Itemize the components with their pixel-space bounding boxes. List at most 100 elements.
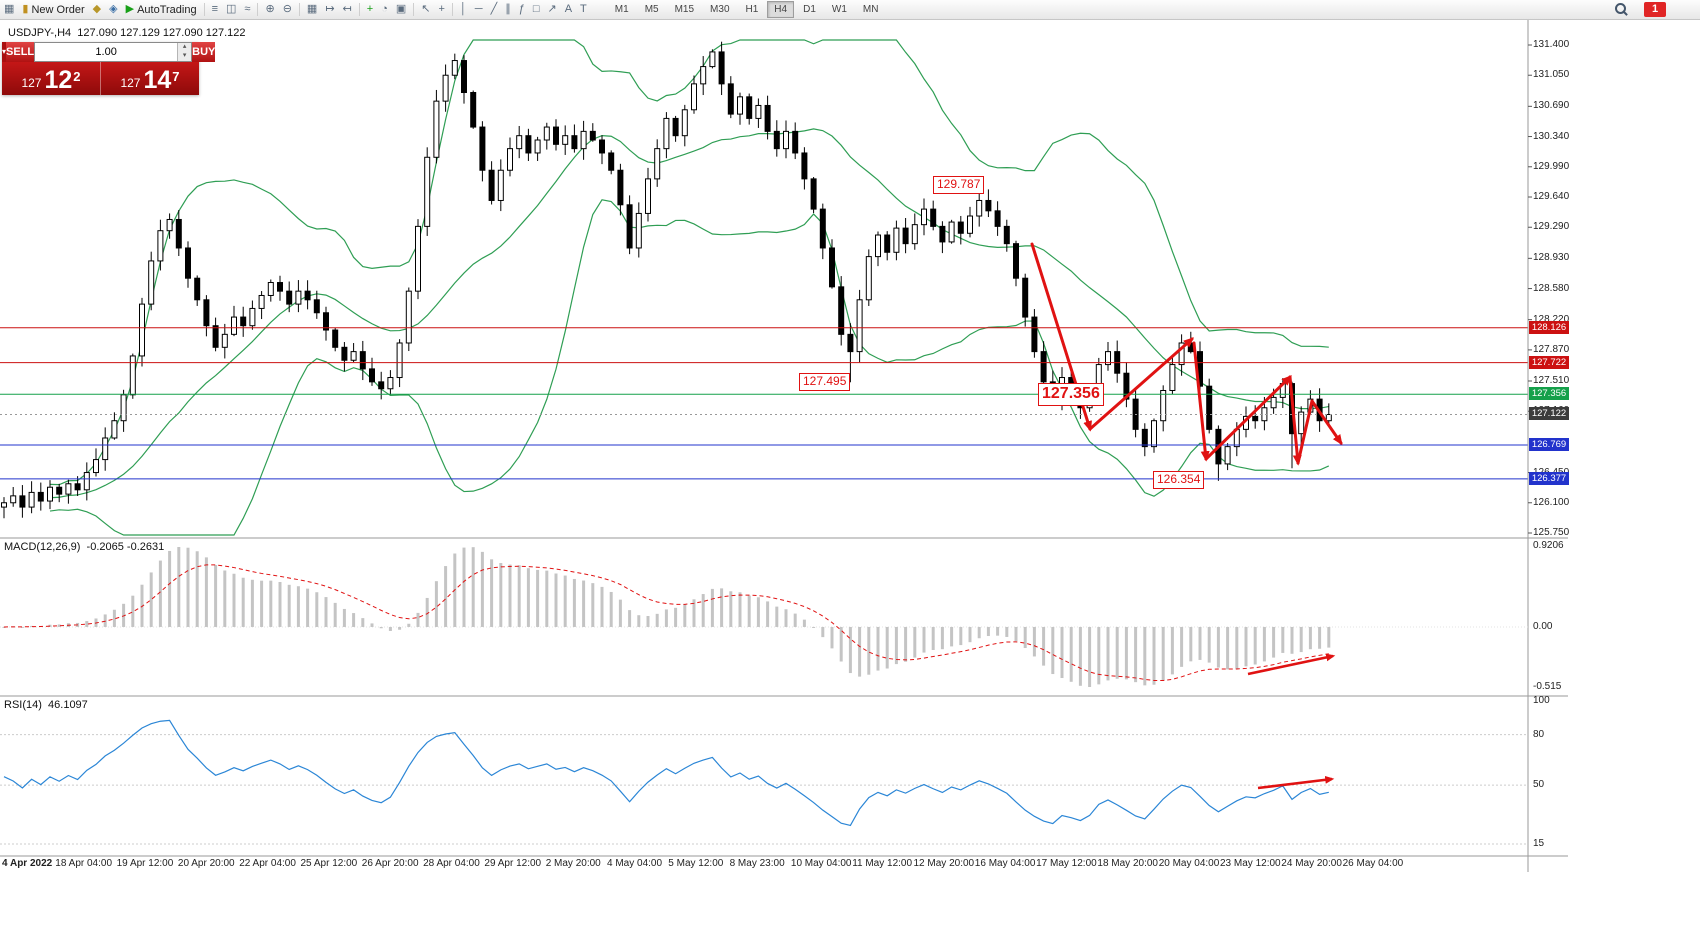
one-click-trading-panel: ▾ SELL ▴ ▾ BUY 127 12 2 127 14 7: [2, 42, 216, 95]
zoom-in-icon[interactable]: ⊕: [265, 3, 275, 15]
rsi-name: RSI(14): [4, 699, 42, 711]
top-toolbar: ▦ ▮ New Order ◆ ◈ ▶ AutoTrading ≡ ◫ ≈ ⊕ ⊖ ▦ ↦ ↤ + ◔ ▣ ↖ + │ ─…: [0, 0, 1700, 20]
price-tick: 126.100: [1533, 496, 1570, 508]
time-axis-label: 23 May 12:00: [1220, 858, 1281, 869]
timeframe-buttons: M1 M5 M15 M30 H1 H4 D1 W1 MN: [607, 0, 887, 19]
crosshair-icon[interactable]: +: [438, 3, 445, 15]
volume-decrease-icon[interactable]: ▾: [178, 52, 192, 61]
vertical-line-icon[interactable]: │: [459, 3, 467, 15]
timeframe-d1[interactable]: D1: [803, 4, 816, 15]
shapes-icon[interactable]: □: [532, 3, 540, 15]
buy-button[interactable]: BUY: [192, 42, 216, 62]
toolbar-separator: [298, 3, 300, 16]
autotrading-button[interactable]: ▶ AutoTrading: [125, 3, 197, 16]
templates-icon[interactable]: ▣: [395, 3, 407, 15]
macd-pane-label: MACD(12,26,9) -0.2065 -0.2631: [4, 541, 164, 553]
periods-icon[interactable]: ◔: [381, 3, 388, 15]
timeframe-h1[interactable]: H1: [745, 4, 759, 15]
price-tick: 129.640: [1533, 191, 1570, 202]
price-tick: 127.870: [1533, 343, 1570, 355]
time-axis-label: 25 Apr 12:00: [300, 858, 358, 869]
timeframe-mn[interactable]: MN: [862, 4, 879, 15]
time-axis-label: 26 May 04:00: [1342, 858, 1404, 869]
candlestick-mode-icon[interactable]: ◫: [226, 3, 237, 15]
bar-chart-mode-icon[interactable]: ≡: [211, 3, 219, 15]
time-axis-label: 28 Apr 04:00: [423, 858, 480, 869]
price-tick: 129.990: [1533, 160, 1570, 172]
toolbar-separator: [257, 3, 259, 16]
text-tool-icon[interactable]: A: [564, 3, 573, 15]
toolbar-separator: [413, 3, 415, 16]
time-axis-label: 17 May 12:00: [1036, 858, 1097, 869]
rsi-axis-label: 15: [1533, 837, 1545, 849]
price-line-badge: 127.356: [1529, 387, 1569, 401]
line-chart-mode-icon[interactable]: ≈: [244, 3, 251, 15]
timeframe-w1[interactable]: W1: [831, 4, 847, 15]
auto-scroll-icon[interactable]: ↦: [325, 3, 335, 15]
notification-badge[interactable]: 1: [1644, 2, 1666, 17]
timeframe-m15[interactable]: M15: [674, 4, 695, 15]
arrows-tool-icon[interactable]: ↗: [547, 3, 557, 15]
text-label-icon[interactable]: T: [580, 3, 587, 15]
price-annotation[interactable]: 127.356: [1038, 383, 1104, 406]
sell-price-pips: 12: [44, 66, 73, 94]
time-axis-label: 18 May 20:00: [1097, 858, 1158, 869]
collapse-panel-icon[interactable]: ▾: [2, 42, 7, 62]
price-tick: 128.220: [1533, 313, 1570, 325]
zoom-out-icon[interactable]: ⊖: [282, 3, 292, 15]
buy-price-main: 127: [120, 76, 141, 90]
time-axis-label: 20 May 04:00: [1158, 858, 1220, 869]
chart-canvas[interactable]: [0, 19, 1568, 872]
buy-price-pips: 14: [143, 66, 172, 94]
toolbar-buttons: ▦ ▮ New Order ◆ ◈ ▶ AutoTrading ≡ ◫ ≈ ⊕ ⊖ ▦ ↦ ↤ + ◔ ▣ ↖ + │ ─…: [0, 0, 591, 19]
timeframe-m5[interactable]: M5: [644, 4, 659, 15]
sell-price-point: 2: [73, 69, 81, 84]
fibonacci-icon[interactable]: ƒ: [518, 3, 525, 15]
indicators-icon[interactable]: +: [366, 3, 374, 15]
time-axis-label: 2 May 20:00: [545, 858, 601, 869]
time-axis-label: 8 May 23:00: [729, 858, 785, 869]
symbol-period-label: USDJPY-,H4: [8, 27, 72, 39]
price-tick: 130.340: [1533, 130, 1570, 142]
timeframe-m30[interactable]: M30: [710, 4, 730, 15]
volume-input[interactable]: [35, 43, 178, 61]
terminal-icon[interactable]: ◈: [109, 3, 118, 15]
search-icon[interactable]: [1615, 3, 1628, 16]
price-annotation[interactable]: 129.787: [933, 176, 985, 194]
time-axis-label: 4 May 04:00: [607, 858, 663, 869]
chart-window[interactable]: USDJPY-,H4 127.090 127.129 127.090 127.1…: [0, 19, 1570, 872]
macd-name: MACD(12,26,9): [4, 541, 81, 553]
price-tick: 127.510: [1533, 374, 1570, 386]
price-annotation[interactable]: 127.495: [799, 373, 851, 391]
chart-shift-icon[interactable]: ↤: [342, 3, 352, 15]
toolbar-separator: [203, 3, 205, 16]
time-axis-label: 16 May 04:00: [974, 858, 1036, 869]
price-tick: 125.750: [1533, 527, 1570, 538]
equidistant-channel-icon[interactable]: ∥: [505, 3, 511, 15]
sell-price[interactable]: 127 12 2: [2, 62, 101, 95]
price-annotation[interactable]: 126.354: [1153, 471, 1205, 489]
metaeditor-icon[interactable]: ◆: [92, 3, 102, 15]
ohlc-values: 127.090 127.129 127.090 127.122: [77, 27, 246, 39]
sell-button[interactable]: SELL: [6, 42, 35, 62]
macd-axis-zero: 0.00: [1533, 620, 1553, 632]
price-line-badge: 126.769: [1529, 437, 1569, 451]
volume-increase-icon[interactable]: ▴: [178, 43, 192, 52]
price-line-badge: 128.126: [1529, 320, 1569, 334]
rsi-current-value: 46.1097: [48, 699, 88, 711]
price-tick: 130.690: [1533, 100, 1570, 112]
time-axis-label: 19 Apr 12:00: [116, 858, 174, 869]
tile-windows-icon[interactable]: ▦: [306, 3, 318, 15]
horizontal-line-icon[interactable]: ─: [474, 3, 483, 15]
macd-current-values: -0.2065 -0.2631: [86, 541, 165, 553]
cursor-icon[interactable]: ↖: [421, 3, 431, 15]
trendline-icon[interactable]: ╱: [490, 3, 498, 15]
trend-arrows[interactable]: [1030, 242, 1343, 466]
new-order-button[interactable]: ▮ New Order: [22, 3, 85, 16]
price-tick: 131.050: [1533, 69, 1570, 81]
timeframe-m1[interactable]: M1: [614, 4, 629, 15]
time-axis-label: 12 May 20:00: [913, 858, 975, 869]
buy-price[interactable]: 127 14 7: [101, 62, 199, 95]
timeframe-h4[interactable]: H4: [767, 1, 795, 18]
new-chart-icon[interactable]: ▦: [4, 3, 15, 15]
